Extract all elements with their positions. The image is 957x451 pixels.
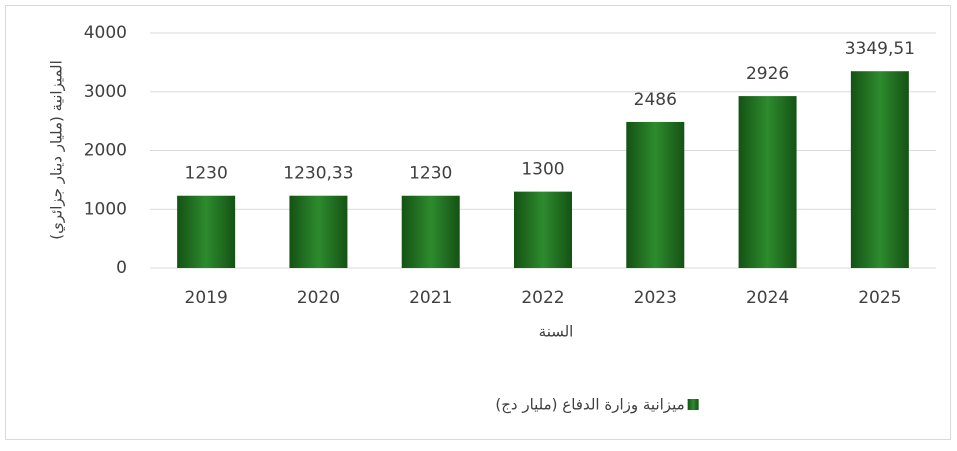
x-axis-label: السنة xyxy=(539,323,574,341)
y-axis-label: الميزانية (مليار دينار جزائري) xyxy=(48,60,67,240)
y-tick-label: 2000 xyxy=(84,141,127,161)
y-tick-label: 4000 xyxy=(84,23,127,43)
bar xyxy=(514,191,572,268)
y-tick-label: 3000 xyxy=(84,82,127,102)
data-label: 1230,33 xyxy=(283,164,353,184)
chart-border xyxy=(5,5,951,440)
x-tick-label: 2023 xyxy=(634,288,677,308)
data-label: 1230 xyxy=(409,164,452,184)
x-tick-label: 2020 xyxy=(297,288,340,308)
data-label: 3349,51 xyxy=(845,39,915,59)
bar xyxy=(850,71,909,269)
y-tick-label: 0 xyxy=(116,258,127,278)
legend-label: ميزانية وزارة الدفاع (مليار دج) xyxy=(495,396,684,415)
x-tick-label: 2021 xyxy=(409,288,452,308)
x-tick-label: 2019 xyxy=(185,288,228,308)
bar xyxy=(401,195,460,268)
bar xyxy=(177,195,236,268)
data-label: 1230 xyxy=(185,164,228,184)
legend-swatch xyxy=(687,399,699,410)
bar xyxy=(289,195,348,268)
data-label: 2486 xyxy=(634,90,677,110)
x-tick-label: 2024 xyxy=(746,288,789,308)
x-tick-label: 2025 xyxy=(858,288,901,308)
data-label: 2926 xyxy=(746,64,789,84)
bar xyxy=(738,96,797,268)
x-tick-label: 2022 xyxy=(521,288,564,308)
y-tick-label: 1000 xyxy=(84,199,127,219)
data-label: 1300 xyxy=(521,160,564,180)
bar xyxy=(626,121,685,268)
